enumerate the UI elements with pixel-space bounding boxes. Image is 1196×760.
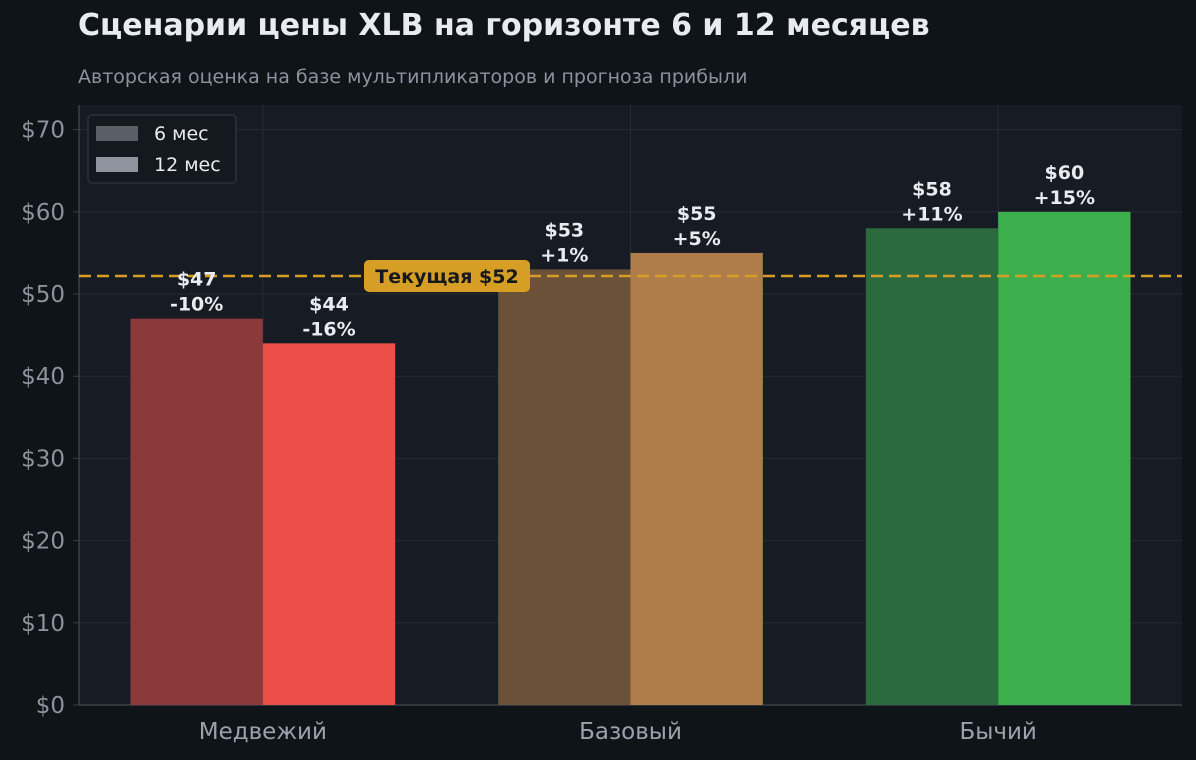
x-category-label: Медвежий <box>199 719 327 745</box>
bar <box>630 252 763 706</box>
bar <box>498 269 631 705</box>
data-label: $53 +1% <box>540 219 588 266</box>
y-tick-label: $10 <box>21 611 65 637</box>
chart-subtitle: Авторская оценка на базе мультипликаторо… <box>78 66 748 88</box>
x-category-label: Базовый <box>579 719 682 745</box>
y-tick-label: $60 <box>21 200 65 226</box>
data-label: $55 +5% <box>673 203 721 250</box>
y-tick-label: $20 <box>21 529 65 555</box>
legend-swatch <box>96 126 138 141</box>
legend-label: 12 мес <box>154 154 221 176</box>
y-tick-label: $50 <box>21 282 65 308</box>
y-tick-label: $40 <box>21 364 65 390</box>
bar <box>865 228 999 706</box>
data-label: $47 -10% <box>170 269 223 316</box>
legend-swatch <box>96 157 138 172</box>
data-label: $60 +15% <box>1034 162 1095 209</box>
bar <box>998 211 1131 706</box>
legend-label: 6 мес <box>154 123 209 145</box>
bar <box>130 318 263 705</box>
y-tick-label: $30 <box>21 446 65 472</box>
bar <box>262 343 396 705</box>
x-category-label: Бычий <box>959 719 1036 745</box>
data-label: $58 +11% <box>901 178 962 225</box>
current-price-label: Текущая $52 <box>375 266 518 288</box>
y-tick-label: $0 <box>36 693 65 719</box>
data-label: $44 -16% <box>302 293 355 340</box>
current-price-badge <box>364 259 530 292</box>
y-tick-label: $70 <box>21 118 65 144</box>
chart-title: Сценарии цены XLB на горизонте 6 и 12 ме… <box>78 8 930 43</box>
